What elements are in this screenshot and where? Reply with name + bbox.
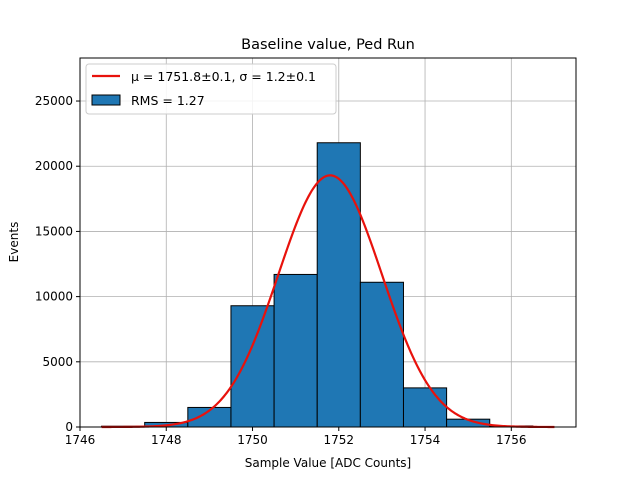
legend-box: [85, 63, 337, 115]
y-tick-label: 15000: [35, 224, 73, 238]
plot-frame: [79, 57, 577, 428]
legend: μ = 1751.8±0.1, σ = 1.2±0.1 RMS = 1.27: [85, 63, 337, 115]
histogram-bars: [101, 142, 534, 428]
x-axis-label: Sample Value [ADC Counts]: [245, 456, 411, 470]
y-tick-label: 25000: [35, 94, 73, 108]
x-tick-label: 1750: [237, 433, 268, 447]
histogram-bar: [359, 281, 404, 428]
y-tick-label: 0: [65, 420, 73, 434]
legend-histogram-swatch: [91, 94, 121, 106]
legend-fit-label: μ = 1751.8±0.1, σ = 1.2±0.1: [131, 69, 316, 84]
x-axis-ticks: 1746 1748 1750 1752 1754 1756: [65, 427, 527, 447]
histogram-bar: [230, 305, 275, 428]
x-tick-label: 1754: [410, 433, 441, 447]
x-tick-label: 1746: [65, 433, 96, 447]
histogram-bar: [316, 142, 361, 428]
y-axis-label: Events: [7, 222, 21, 263]
y-tick-label: 10000: [35, 290, 73, 304]
legend-histogram-label: RMS = 1.27: [131, 93, 205, 108]
gaussian-fit-curve: [101, 174, 555, 429]
y-tick-label: 20000: [35, 159, 73, 173]
y-tick-label: 5000: [42, 355, 73, 369]
x-tick-label: 1756: [496, 433, 527, 447]
chart-title: Baseline value, Ped Run: [241, 37, 415, 53]
histogram-bar: [273, 273, 318, 428]
histogram-bar: [402, 387, 448, 428]
y-axis-ticks: 0 5000 10000 15000 20000 25000: [35, 94, 80, 434]
x-tick-label: 1748: [151, 433, 182, 447]
x-tick-label: 1752: [324, 433, 355, 447]
